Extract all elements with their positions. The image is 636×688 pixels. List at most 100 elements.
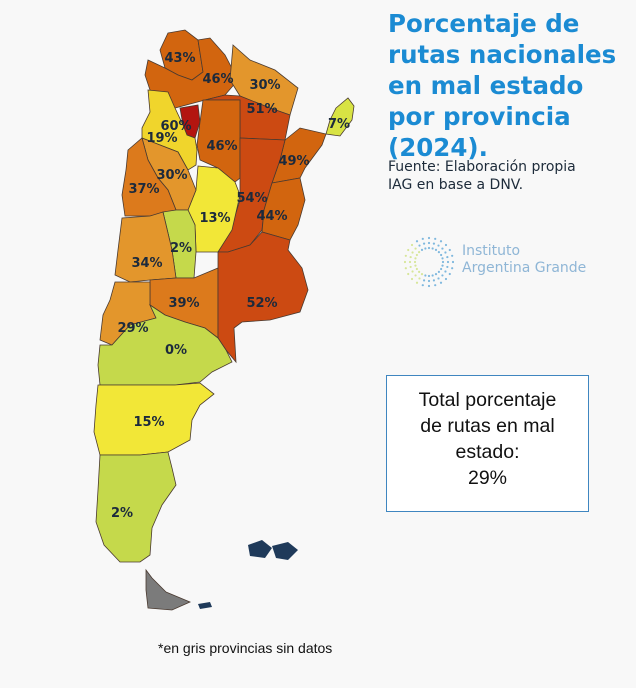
logo-dot [444,277,448,281]
province-label-santiago-del-estero: 46% [206,139,237,154]
logo-dot [421,237,424,240]
island-estados [198,602,212,609]
logo-dot [413,260,417,264]
province-rio-negro [97,303,233,386]
logo-dot [444,243,448,247]
logo-dot [441,247,444,250]
logo-dot [424,247,427,250]
logo-dot [437,251,440,254]
logo-dot [446,255,449,259]
logo-dot [415,240,419,243]
logo-dot [404,267,407,270]
logo-dot [427,241,431,245]
province-santa-cruz [95,451,177,563]
logo-dot [439,240,443,243]
province-label-rio-negro: 0% [165,343,187,358]
logo-dot [427,246,431,250]
logo-dot [444,251,447,254]
province-label-catamarca: 19% [146,131,177,146]
province-label-tucuman: 60% [160,119,191,134]
logo-dot [437,270,440,273]
province-label-chubut: 15% [133,415,164,430]
logo-dot [437,277,440,280]
total-line-3: estado: [455,441,520,463]
logo-dot [404,254,407,257]
total-line-1: Total porcentaje [418,389,557,411]
logo-dot [415,267,418,271]
logo-dot [441,257,444,260]
logo-dot [420,248,424,251]
province-chubut [93,382,215,456]
logo-dot [411,251,414,254]
logo-dot [434,273,438,276]
logo-line-2: Argentina Grande [462,260,587,276]
province-label-santa-cruz: 2% [111,506,133,521]
logo-dot [409,255,412,259]
logo-dot [422,242,426,245]
logo-dot [411,270,414,273]
page-title: Porcentaje de rutas nacionales en mal es… [388,9,617,162]
logo-dot [441,264,444,267]
logo-dot [418,244,421,247]
province-label-santa-fe: 54% [236,191,267,206]
logo-dot [441,274,444,277]
logo-dot [410,243,414,247]
logo-dot [421,284,424,287]
logo-dot [427,274,431,278]
province-label-misiones: 7% [328,117,350,132]
iag-logo: Instituto Argentina Grande [403,234,604,294]
province-label-mendoza: 34% [131,256,162,271]
logo-dot [427,284,431,288]
logo-dot [414,247,417,250]
logo-dot [446,260,450,264]
province-buenos-aires [217,231,309,364]
logo-dot [448,272,451,276]
total-value: 29% [467,467,508,489]
logo-dot [451,260,455,264]
logo-dot [415,281,419,284]
total-line-2: de rutas en mal [420,415,555,437]
logo-dot [420,273,424,276]
logo-dot [451,267,454,270]
logo-dot [437,244,440,247]
logo-dot [434,237,437,240]
province-misiones [325,97,355,137]
logo-dot [410,277,414,281]
logo-dot [434,248,438,251]
province-label-neuquen: 29% [117,321,148,336]
logo-dot [414,257,417,260]
logo-dot [439,281,443,284]
logo-dot [440,267,443,271]
source-text: Fuente: Elaboración propia IAG en base a… [388,159,576,193]
logo-dot [432,279,436,282]
logo-dot [427,236,431,240]
logo-dot [448,248,451,252]
logo-line-1: Instituto [462,243,521,259]
logo-dot [418,277,421,280]
logo-dot [403,260,407,264]
province-label-san-juan: 37% [128,182,159,197]
logo-dot [431,247,434,250]
province-label-san-luis: 2% [170,241,192,256]
province-label-corrientes: 49% [278,154,309,169]
province-label-formosa: 30% [249,78,280,93]
logo-dot [451,254,454,257]
logo-dot [441,260,445,264]
logo-dot [422,279,426,282]
province-label-buenos-aires: 52% [246,296,277,311]
total-box: Total porcentaje de rutas en mal estado:… [386,375,589,512]
logo-dot [409,265,412,269]
logo-dot [415,253,418,257]
logo-dot [418,270,421,273]
island-malvinas-west [248,540,272,558]
province-label-cordoba: 13% [199,211,230,226]
logo-dot [427,279,431,283]
logo-dot [408,260,412,264]
logo-dot [414,274,417,277]
logo-dot [414,264,417,267]
logo-dot [407,272,410,276]
province-label-chaco: 51% [246,102,277,117]
province-catamarca [141,89,198,171]
argentina-choropleth-map: 43%46% 30%51%60%46%19%7%49%54%44%13%30%37… [93,29,355,611]
logo-dot [407,248,410,252]
